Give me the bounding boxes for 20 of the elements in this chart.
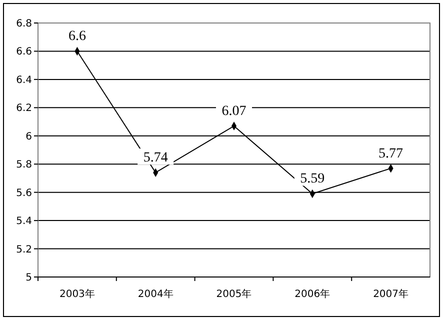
data-label: 5.77 [378, 146, 404, 162]
data-label: 5.59 [300, 172, 325, 187]
y-tick-label: 6.4 [16, 74, 32, 86]
y-tick-label: 6 [26, 131, 32, 142]
y-tick-label: 6.8 [16, 18, 32, 30]
x-tick-label: 2004年 [138, 288, 174, 300]
y-tick-label: 5.8 [16, 160, 32, 171]
data-label: 6.07 [222, 104, 246, 120]
y-tick-label: 5.4 [16, 216, 32, 228]
y-tick-label: 5.6 [16, 188, 32, 199]
data-label: 5.74 [143, 150, 168, 166]
y-tick-label: 5.2 [16, 244, 32, 256]
y-tick-label: 6.6 [16, 46, 32, 58]
y-tick-label: 5 [26, 272, 32, 284]
data-label: 6.6 [68, 29, 86, 44]
x-tick-label: 2003年 [59, 288, 95, 300]
y-tick-label: 6.2 [16, 103, 32, 114]
x-tick-label: 2005年 [216, 288, 252, 300]
x-tick-label: 2006年 [294, 288, 330, 300]
x-tick-label: 2007年 [373, 288, 409, 300]
